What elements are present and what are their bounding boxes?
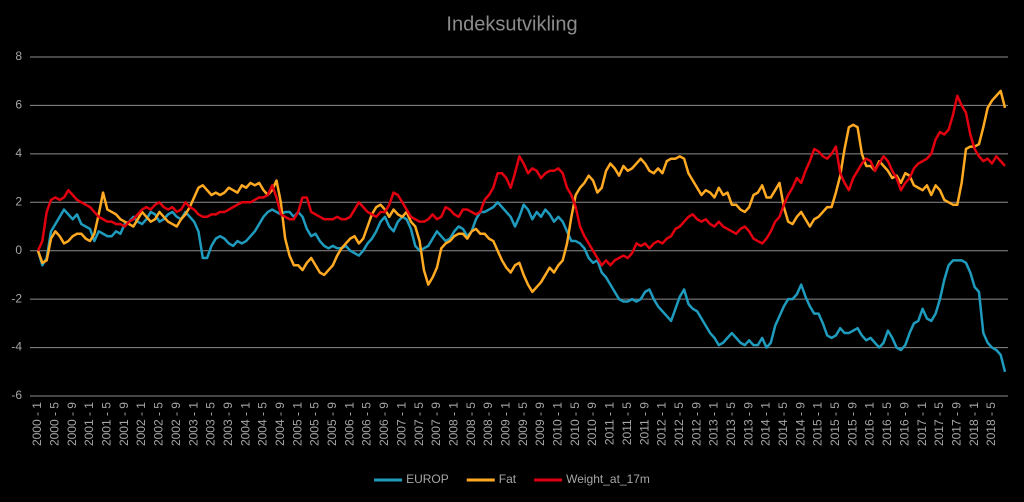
x-tick-label: 2013 - 5 — [724, 402, 738, 446]
x-tick-label: 2011 - 9 — [637, 402, 651, 445]
x-tick-label: 2014 - 9 — [793, 402, 807, 446]
y-tick-label: -2 — [11, 291, 22, 305]
x-tick-label: 2000 - 5 — [48, 402, 62, 446]
x-tick-label: 2013 - 1 — [707, 402, 721, 446]
x-tick-label: 2006 - 9 — [377, 402, 391, 446]
y-tick-label: 4 — [15, 146, 22, 160]
x-tick-label: 2007 - 1 — [394, 402, 408, 446]
legend-label: Weight_at_17m — [566, 472, 650, 486]
x-tick-label: 2001 - 5 — [100, 402, 114, 446]
y-tick-label: 8 — [15, 49, 22, 63]
x-tick-label: 2001 - 1 — [82, 402, 96, 446]
x-tick-label: 2010 - 9 — [585, 402, 599, 446]
x-tick-label: 2018 - 5 — [984, 402, 998, 446]
x-tick-label: 2004 - 5 — [256, 402, 270, 446]
x-tick-label: 2001 - 9 — [117, 402, 131, 446]
x-tick-label: 2016 - 5 — [880, 402, 894, 446]
x-tick-label: 2012 - 1 — [655, 402, 669, 446]
x-tick-label: 2005 - 1 — [290, 402, 304, 446]
x-tick-label: 2005 - 9 — [325, 402, 339, 446]
x-tick-label: 2016 - 9 — [897, 402, 911, 446]
x-tick-label: 2004 - 1 — [238, 402, 252, 446]
x-tick-label: 2000 - 9 — [65, 402, 79, 446]
x-tick-label: 2008 - 1 — [446, 402, 460, 446]
x-tick-label: 2009 - 1 — [498, 402, 512, 446]
y-tick-label: -4 — [11, 340, 22, 354]
x-tick-label: 2002 - 5 — [152, 402, 166, 446]
x-tick-label: 2010 - 1 — [551, 402, 565, 446]
x-tick-label: 2010 - 5 — [568, 402, 582, 446]
y-tick-label: -6 — [11, 388, 22, 402]
series-line — [36, 201, 1007, 373]
legend-label: EUROP — [406, 472, 449, 486]
x-tick-label: 2017 - 9 — [949, 402, 963, 446]
x-tick-label: 2014 - 1 — [759, 402, 773, 446]
legend-label: Fat — [499, 472, 517, 486]
x-tick-label: 2014 - 5 — [776, 402, 790, 446]
x-tick-label: 2009 - 9 — [533, 402, 547, 446]
x-tick-label: 2002 - 1 — [134, 402, 148, 446]
x-tick-label: 2007 - 9 — [429, 402, 443, 446]
x-tick-label: 2002 - 9 — [169, 402, 183, 446]
x-tick-label: 2015 - 5 — [828, 402, 842, 446]
x-tick-label: 2008 - 9 — [481, 402, 495, 446]
y-tick-label: 2 — [15, 194, 22, 208]
x-tick-label: 2003 - 5 — [204, 402, 218, 446]
x-tick-label: 2011 - 5 — [620, 402, 634, 445]
x-tick-label: 2004 - 9 — [273, 402, 287, 446]
x-tick-label: 2006 - 1 — [342, 402, 356, 446]
x-tick-label: 2012 - 5 — [672, 402, 686, 446]
x-tick-label: 2007 - 5 — [412, 402, 426, 446]
x-tick-label: 2016 - 1 — [863, 402, 877, 446]
series-line — [36, 94, 1006, 267]
x-tick-label: 2006 - 5 — [360, 402, 374, 446]
chart-title: Indeksutvikling — [446, 13, 577, 35]
x-tick-label: 2008 - 5 — [464, 402, 478, 446]
x-tick-label: 2012 - 9 — [689, 402, 703, 446]
y-tick-label: 6 — [15, 98, 22, 112]
x-tick-label: 2005 - 5 — [308, 402, 322, 446]
x-tick-label: 2013 - 9 — [741, 402, 755, 446]
x-tick-label: 2000 - 1 — [30, 402, 44, 446]
x-tick-label: 2003 - 9 — [221, 402, 235, 446]
x-tick-label: 2009 - 5 — [516, 402, 530, 446]
x-tick-label: 2018 - 1 — [967, 402, 981, 446]
x-tick-label: 2015 - 1 — [811, 402, 825, 446]
series-line — [36, 89, 1007, 294]
x-tick-label: 2011 - 1 — [603, 402, 617, 445]
x-tick-label: 2015 - 9 — [845, 402, 859, 446]
x-tick-label: 2003 - 1 — [186, 402, 200, 446]
y-tick-label: 0 — [15, 243, 22, 257]
x-tick-label: 2017 - 5 — [932, 402, 946, 446]
x-tick-label: 2017 - 1 — [915, 402, 929, 446]
